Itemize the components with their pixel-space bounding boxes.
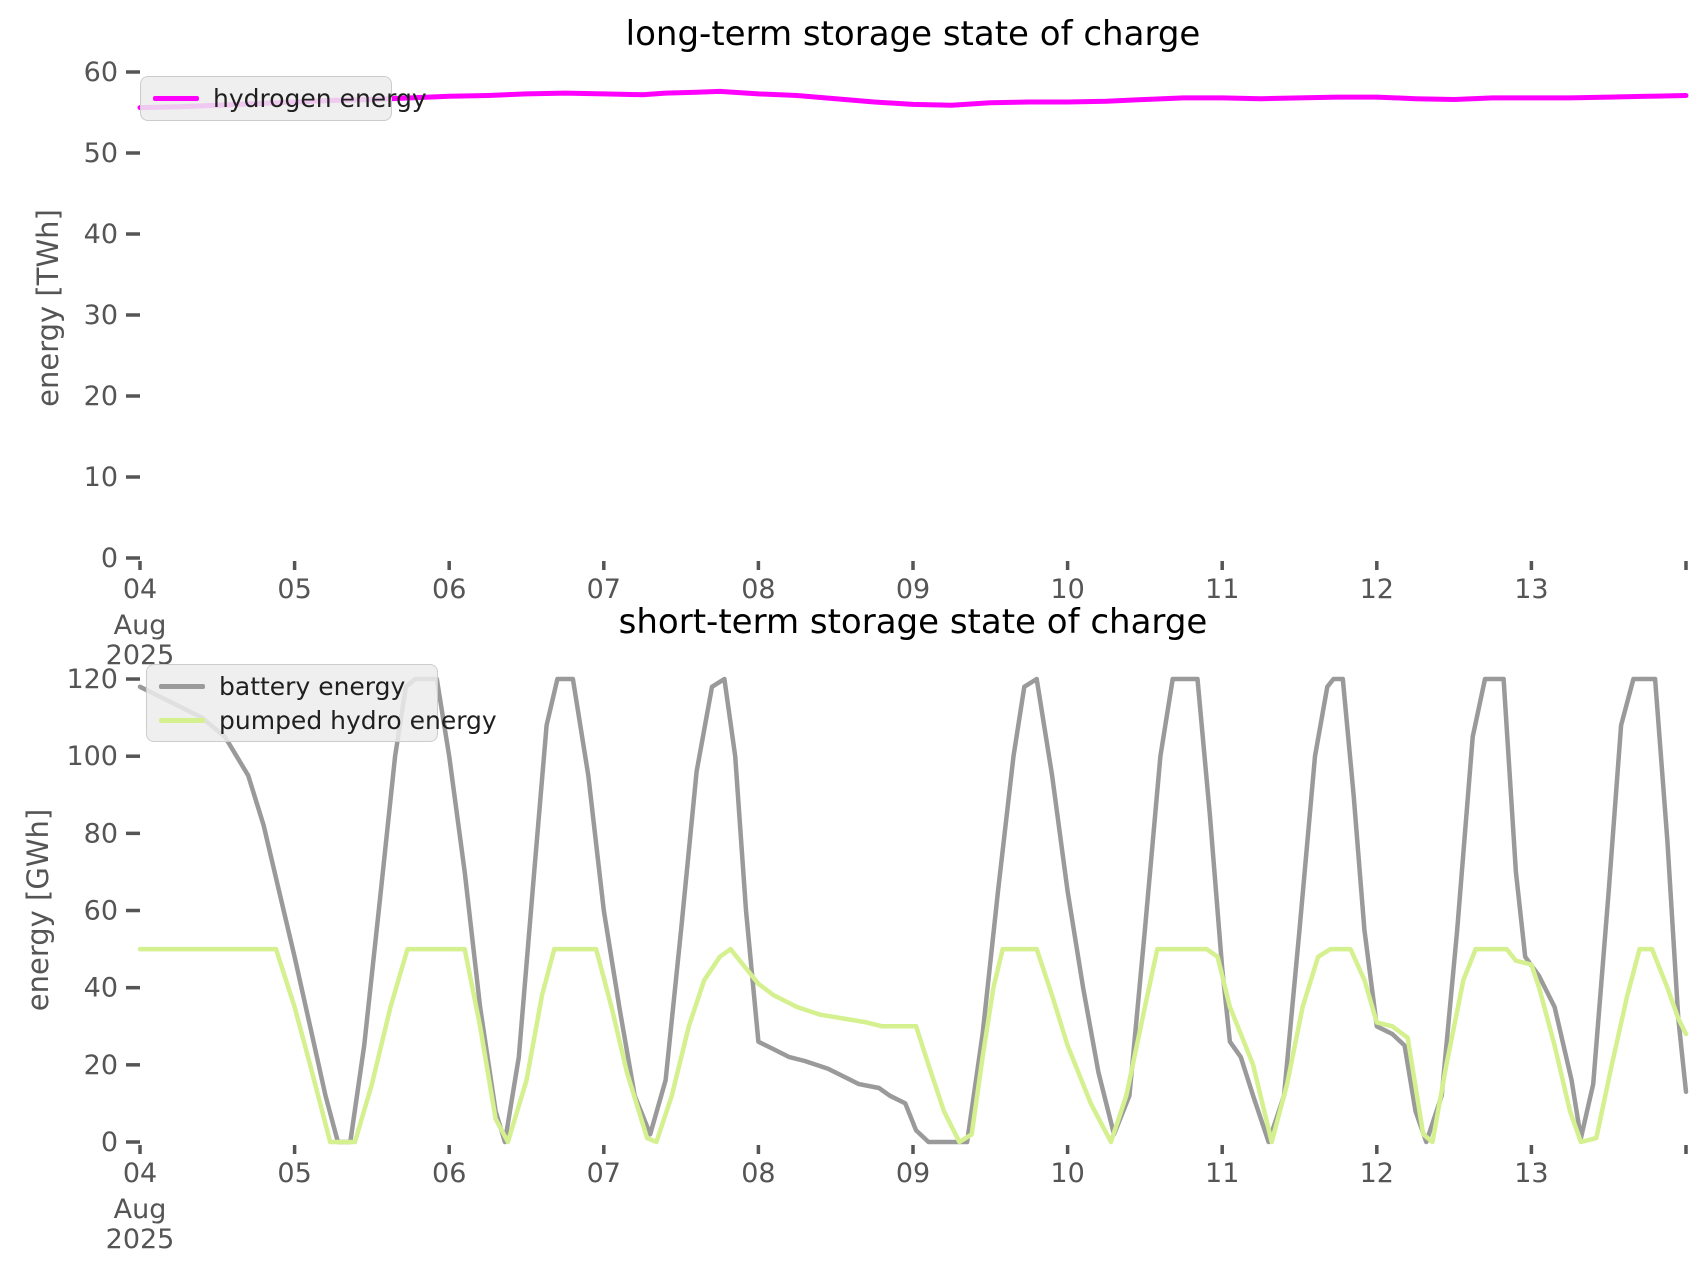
x-tick-label: 10 — [1050, 1158, 1084, 1189]
x-tick-label: 04 — [123, 574, 157, 605]
pumped-hydro-energy-line — [137, 946, 1689, 1145]
long-term-chart-title: long-term storage state of charge — [625, 14, 1201, 54]
legend-row-battery: battery energy — [159, 669, 423, 703]
x-tick-label: 12 — [1360, 574, 1394, 605]
x-tick-label: 13 — [1514, 574, 1548, 605]
y-tick-label: 60 — [84, 896, 118, 927]
y-tick-label: 10 — [84, 462, 118, 493]
y-tick-label: 120 — [66, 664, 118, 695]
y-tick-label: 100 — [66, 741, 118, 772]
hydrogen-energy-legend-swatch — [153, 96, 199, 101]
x-tick-year-label: 2025 — [106, 1224, 175, 1255]
y-tick-label: 20 — [84, 381, 118, 412]
y-tick-label: 0 — [101, 543, 118, 574]
x-tick-month-label: Aug — [114, 610, 167, 641]
x-tick-label: 12 — [1360, 1158, 1394, 1189]
x-tick-label: 06 — [432, 574, 466, 605]
x-tick-label: 08 — [741, 1158, 775, 1189]
y-tick-label: 30 — [84, 300, 118, 331]
short-term-chart-title: short-term storage state of charge — [618, 602, 1208, 642]
x-tick-month-label: Aug — [114, 1194, 167, 1225]
hydrogen-energy-legend-label: hydrogen energy — [213, 84, 427, 113]
short-term-legend: battery energy pumped hydro energy — [146, 664, 497, 742]
y-tick-label: 40 — [84, 973, 118, 1004]
x-tick-label: 11 — [1205, 574, 1239, 605]
y-tick-label: 50 — [84, 138, 118, 169]
x-tick-label: 05 — [277, 574, 311, 605]
x-tick-label: 10 — [1050, 574, 1084, 605]
pumped-hydro-energy-legend-swatch — [159, 717, 205, 723]
legend-row-hydrogen: hydrogen energy — [153, 82, 427, 116]
pumped-hydro-energy-legend-label: pumped hydro energy — [219, 705, 497, 735]
battery-energy-line — [137, 676, 1689, 1145]
y-tick-label: 20 — [84, 1050, 118, 1081]
y-tick-label: 80 — [84, 818, 118, 849]
hydrogen-energy-line — [137, 88, 1689, 111]
x-tick-label: 04 — [123, 1158, 157, 1189]
battery-energy-legend-label: battery energy — [219, 671, 406, 701]
x-tick-label: 06 — [432, 1158, 466, 1189]
x-tick-label: 07 — [587, 574, 621, 605]
x-tick-label: 07 — [587, 1158, 621, 1189]
x-tick-label: 13 — [1514, 1158, 1548, 1189]
x-tick-label: 05 — [277, 1158, 311, 1189]
x-tick-label: 11 — [1205, 1158, 1239, 1189]
x-tick-label: 09 — [896, 574, 930, 605]
x-tick-label: 08 — [741, 574, 775, 605]
battery-energy-legend-swatch — [159, 683, 205, 689]
y-tick-label: 40 — [84, 219, 118, 250]
y-tick-label: 60 — [84, 57, 118, 88]
x-tick-label: 09 — [896, 1158, 930, 1189]
y-tick-label: 0 — [101, 1127, 118, 1158]
long-term-legend: hydrogen energy — [140, 76, 427, 121]
legend-row-pumped-hydro: pumped hydro energy — [159, 703, 497, 737]
